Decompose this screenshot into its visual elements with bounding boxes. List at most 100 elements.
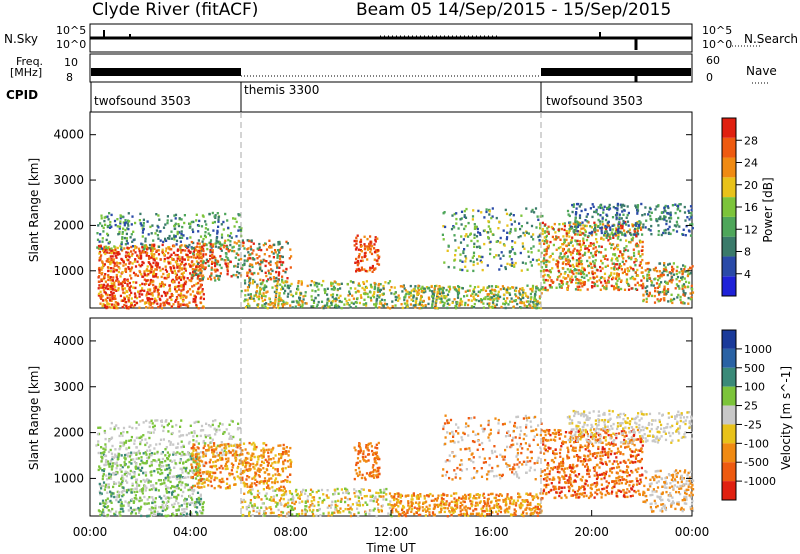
echo-cell (170, 305, 173, 308)
echo-cell (208, 258, 212, 261)
echo-cell (457, 288, 460, 291)
echo-cell (641, 286, 644, 290)
echo-cell (469, 259, 472, 263)
echo-cell (258, 267, 262, 270)
echo-cell (99, 491, 102, 495)
echo-cell (197, 307, 200, 310)
echo-cell (350, 301, 353, 304)
echo-cell (165, 467, 169, 471)
echo-cell (580, 227, 583, 230)
echo-cell (165, 277, 168, 280)
echo-cell (121, 481, 124, 484)
echo-cell (636, 231, 639, 235)
echo-cell (155, 273, 158, 276)
echo-cell (207, 444, 210, 447)
echo-cell (604, 265, 607, 268)
echo-cell (224, 252, 227, 255)
echo-cell (376, 237, 379, 240)
echo-cell (106, 284, 110, 288)
echo-cell (133, 475, 136, 478)
echo-cell (175, 446, 178, 449)
echo-cell (535, 307, 538, 310)
echo-cell (122, 444, 125, 447)
echo-cell (205, 258, 208, 261)
echo-cell (227, 238, 230, 242)
echo-cell (635, 243, 638, 246)
echo-cell (614, 232, 617, 235)
echo-cell (510, 223, 513, 226)
echo-cell (655, 218, 658, 221)
echo-cell (114, 462, 117, 466)
echo-cell (146, 246, 150, 250)
echo-cell (434, 285, 437, 288)
echo-cell (367, 295, 370, 299)
echo-cell (135, 296, 139, 300)
echo-cell (101, 304, 104, 308)
echo-cell (683, 211, 687, 214)
echo-cell (235, 445, 238, 448)
echo-cell (556, 259, 559, 263)
echo-cell (130, 512, 133, 515)
echo-cell (196, 255, 199, 258)
echo-cell (149, 480, 152, 483)
echo-cell (330, 301, 333, 305)
echo-cell (487, 220, 490, 223)
echo-cell (175, 296, 179, 299)
echo-cell (229, 232, 233, 235)
echo-cell (666, 273, 669, 277)
echo-cell (129, 499, 133, 502)
echo-cell (595, 223, 598, 227)
echo-cell (125, 474, 128, 478)
echo-cell (100, 266, 103, 269)
echo-cell (440, 299, 443, 302)
echo-cell (205, 422, 208, 425)
echo-cell (348, 298, 351, 302)
echo-cell (331, 282, 334, 285)
echo-cell (312, 301, 316, 304)
echo-cell (688, 218, 691, 221)
echo-cell (476, 262, 479, 265)
echo-cell (203, 242, 206, 246)
echo-cell (98, 271, 101, 274)
echo-cell (571, 251, 574, 255)
echo-cell (591, 230, 594, 234)
echo-cell (473, 242, 476, 245)
echo-cell (108, 465, 111, 468)
echo-cell (606, 206, 609, 210)
echo-cell (542, 288, 545, 291)
echo-cell (683, 268, 686, 271)
echo-cell (689, 271, 692, 275)
echo-cell (638, 220, 641, 223)
echo-cell (162, 501, 165, 504)
echo-cell (356, 263, 359, 267)
echo-cell (248, 281, 252, 285)
echo-cell (326, 293, 329, 296)
echo-cell (522, 301, 525, 304)
echo-cell (467, 221, 470, 225)
echo-cell (227, 234, 230, 237)
echo-cell (125, 289, 128, 293)
echo-cell (553, 238, 556, 241)
echo-cell (400, 303, 403, 306)
echo-cell (110, 267, 113, 270)
echo-cell (583, 253, 586, 256)
echo-cell (481, 268, 484, 272)
echo-cell (684, 219, 687, 222)
echo-cell (658, 276, 661, 280)
echo-cell (101, 260, 104, 263)
echo-cell (580, 259, 583, 263)
echo-cell (267, 278, 270, 281)
echo-cell (109, 288, 112, 291)
echo-cell (271, 301, 274, 305)
echo-cell (499, 288, 502, 291)
echo-cell (174, 300, 177, 303)
echo-cell (498, 268, 501, 271)
echo-cell (189, 272, 192, 275)
echo-cell (194, 301, 197, 304)
echo-cell (277, 274, 280, 277)
echo-cell (279, 299, 282, 302)
echo-cell (198, 257, 201, 260)
echo-cell (110, 258, 113, 261)
echo-cell (122, 493, 125, 497)
echo-cell (210, 268, 213, 271)
